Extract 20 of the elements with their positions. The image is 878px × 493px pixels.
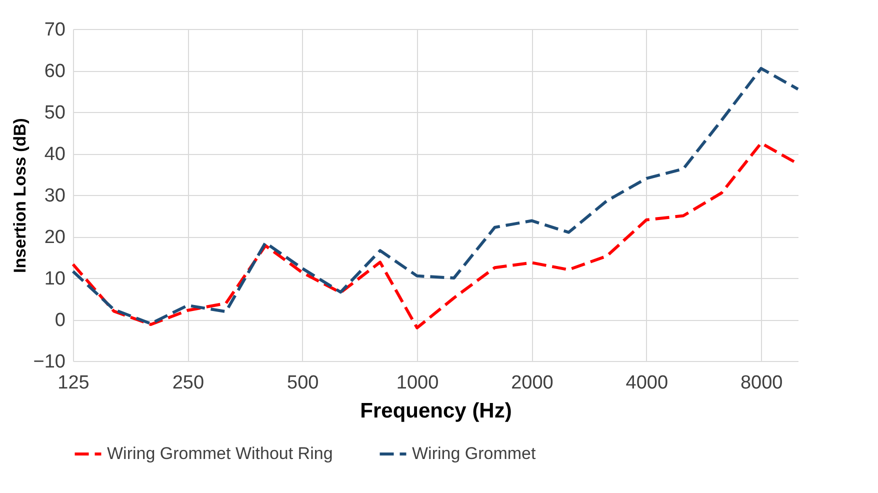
legend-label: Wiring Grommet Without Ring [107, 444, 333, 463]
y-tick-label: 20 [44, 227, 66, 248]
x-tick-label: 500 [287, 372, 319, 394]
x-tick-label: 125 [58, 372, 90, 394]
x-tick-label: 250 [172, 372, 204, 394]
y-tick-label: 0 [54, 310, 66, 331]
x-tick-label: 4000 [626, 372, 668, 394]
x-tick-label: 1000 [396, 372, 439, 394]
y-tick-label: 40 [44, 144, 66, 165]
y-tick-label: 50 [44, 102, 66, 124]
y-tick-label: 70 [44, 20, 66, 40]
y-tick-label: 30 [44, 186, 66, 206]
y-tick-label: 10 [44, 268, 66, 290]
x-axis-title: Frequency (Hz) [360, 400, 512, 422]
y-tick-label: 60 [44, 61, 66, 82]
y-axis-title: Insertion Loss (dB) [10, 118, 30, 273]
legend-label: Wiring Grommet [412, 444, 536, 463]
y-tick-label: −10 [33, 352, 66, 372]
x-tick-label: 2000 [511, 372, 554, 394]
x-tick-label: 8000 [740, 372, 783, 394]
